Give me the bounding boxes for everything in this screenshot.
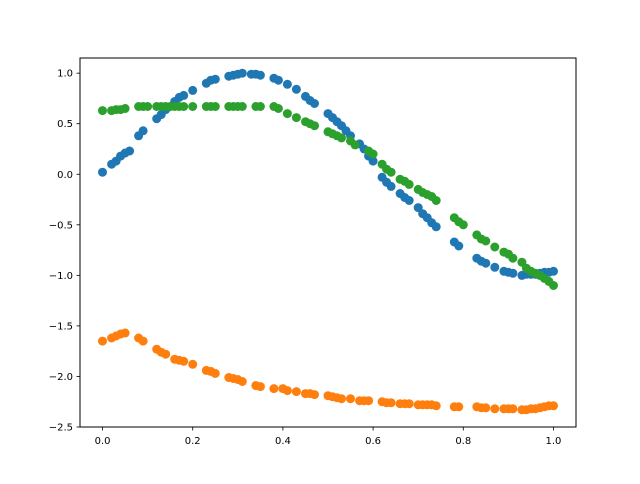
data-point — [282, 79, 292, 89]
data-point — [120, 328, 130, 338]
data-point — [481, 403, 491, 413]
y-tick-label: −2.0 — [49, 372, 73, 383]
data-point — [310, 99, 319, 108]
data-point — [179, 356, 189, 366]
data-point — [310, 390, 319, 400]
y-tick-label: 0.5 — [57, 119, 73, 130]
data-point — [481, 258, 491, 268]
series-2-points — [98, 328, 558, 415]
y-tick-label: −0.5 — [49, 220, 73, 231]
data-point — [549, 281, 558, 290]
data-point — [179, 102, 189, 111]
data-point — [282, 109, 292, 119]
data-point — [143, 102, 153, 111]
y-tick-label: 0.0 — [57, 170, 73, 181]
data-point — [98, 336, 107, 346]
data-point — [98, 106, 107, 116]
y-tick-label: −1.0 — [49, 271, 73, 282]
data-point — [454, 241, 464, 251]
data-point — [255, 382, 265, 392]
data-point — [237, 377, 247, 386]
data-point — [431, 222, 441, 232]
data-point — [508, 268, 518, 278]
data-point — [255, 70, 265, 80]
data-point — [120, 104, 130, 113]
data-point — [404, 179, 414, 189]
data-point — [368, 149, 378, 159]
data-point — [282, 386, 292, 396]
data-point — [404, 196, 414, 205]
y-tick-label: −2.5 — [49, 423, 73, 434]
data-point — [161, 349, 171, 359]
data-point — [490, 242, 500, 252]
data-point — [179, 90, 189, 100]
data-point — [458, 220, 468, 230]
axes-frame — [79, 57, 577, 428]
data-point — [368, 156, 378, 166]
x-tick-label: 0.8 — [455, 436, 471, 447]
y-tick-label: −1.5 — [49, 321, 73, 332]
x-tick-label: 0.0 — [95, 436, 111, 447]
x-tick-label: 0.4 — [275, 436, 291, 447]
data-point — [431, 401, 441, 411]
data-point — [386, 398, 396, 408]
data-point — [364, 396, 374, 406]
data-point — [255, 102, 265, 111]
data-point — [291, 84, 301, 94]
data-point — [404, 399, 414, 409]
data-point — [508, 404, 518, 414]
data-point — [508, 253, 518, 263]
data-point — [490, 262, 500, 272]
x-tick-label: 1.0 — [546, 436, 562, 447]
data-point — [549, 266, 558, 276]
data-point — [346, 394, 355, 404]
data-point — [188, 85, 198, 95]
data-point — [237, 102, 247, 111]
data-point — [273, 75, 283, 85]
data-point — [291, 387, 301, 397]
data-point — [337, 394, 346, 404]
y-tick-label: 1.0 — [57, 69, 73, 80]
x-axis: 0.0 0.2 0.4 0.6 0.8 1.0 — [95, 427, 562, 447]
data-point — [273, 104, 283, 113]
data-point — [386, 181, 396, 191]
data-point — [125, 146, 135, 156]
data-point — [291, 113, 301, 123]
data-point — [138, 126, 148, 136]
data-point — [210, 74, 220, 84]
data-point — [210, 102, 220, 111]
data-point — [310, 121, 319, 131]
data-point — [188, 359, 198, 369]
data-point — [210, 368, 220, 378]
data-point — [237, 68, 247, 78]
series-3-points — [98, 102, 558, 290]
data-point — [188, 102, 198, 111]
data-points-layer — [98, 68, 558, 415]
data-point — [337, 133, 346, 143]
data-point — [269, 384, 279, 394]
data-point — [454, 402, 464, 412]
data-point — [138, 336, 148, 346]
x-tick-label: 0.2 — [185, 436, 201, 447]
data-point — [98, 167, 107, 177]
y-axis: 1.0 0.5 0.0 −0.5 −1.0 −1.5 −2.0 −2.5 — [49, 69, 80, 434]
data-point — [490, 404, 500, 414]
data-point — [431, 196, 441, 205]
data-point — [350, 140, 360, 150]
data-point — [549, 401, 558, 411]
x-tick-label: 0.6 — [365, 436, 381, 447]
data-point — [481, 236, 491, 246]
data-point — [386, 167, 396, 177]
